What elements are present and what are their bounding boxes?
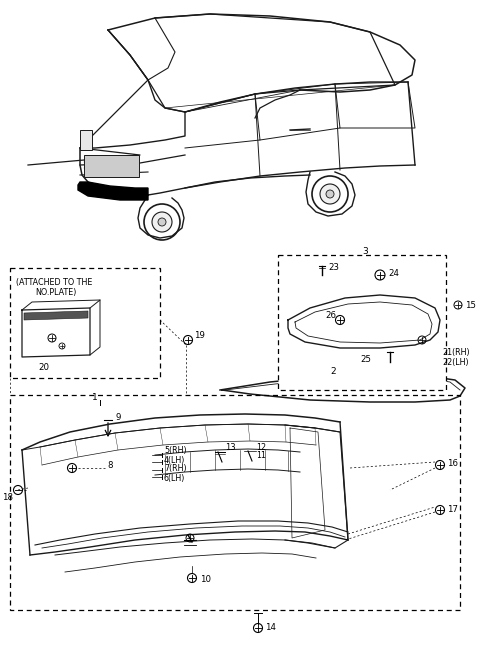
Text: 8: 8 (107, 462, 112, 470)
Circle shape (326, 190, 334, 198)
Text: 20: 20 (38, 363, 49, 373)
Text: (ATTACHED TO THE: (ATTACHED TO THE (16, 277, 92, 287)
Text: 16: 16 (447, 459, 458, 468)
Text: 4(LH): 4(LH) (164, 455, 185, 464)
Circle shape (144, 204, 180, 240)
Text: 23: 23 (328, 264, 339, 272)
Circle shape (158, 218, 166, 226)
Text: 21(RH): 21(RH) (442, 348, 469, 356)
Text: 25: 25 (360, 356, 371, 365)
Text: 7(RH): 7(RH) (164, 464, 187, 474)
Bar (80, 130, 92, 150)
Text: 15: 15 (465, 300, 476, 310)
Text: 1: 1 (92, 394, 98, 403)
Text: 17: 17 (447, 506, 458, 514)
Text: 10: 10 (200, 575, 211, 584)
Circle shape (152, 212, 172, 232)
Text: 12: 12 (256, 443, 266, 451)
Text: 2: 2 (330, 367, 336, 377)
Text: 3: 3 (362, 247, 368, 256)
Text: 18: 18 (2, 493, 13, 502)
Text: 9: 9 (115, 413, 120, 422)
Text: 11: 11 (256, 451, 266, 461)
Polygon shape (78, 182, 148, 200)
Text: 24: 24 (388, 270, 399, 279)
Circle shape (312, 176, 348, 212)
Text: 14: 14 (265, 623, 276, 632)
Text: 6(LH): 6(LH) (164, 474, 185, 483)
Text: 5(RH): 5(RH) (164, 447, 187, 455)
Text: 13: 13 (225, 443, 236, 451)
Text: 19: 19 (194, 331, 205, 340)
FancyBboxPatch shape (10, 268, 160, 378)
Bar (84, 155, 139, 177)
Polygon shape (24, 311, 88, 320)
Text: 22(LH): 22(LH) (442, 358, 468, 367)
Circle shape (320, 184, 340, 204)
Text: 26: 26 (325, 312, 336, 321)
Text: NO.PLATE): NO.PLATE) (35, 289, 76, 298)
FancyBboxPatch shape (278, 255, 446, 390)
